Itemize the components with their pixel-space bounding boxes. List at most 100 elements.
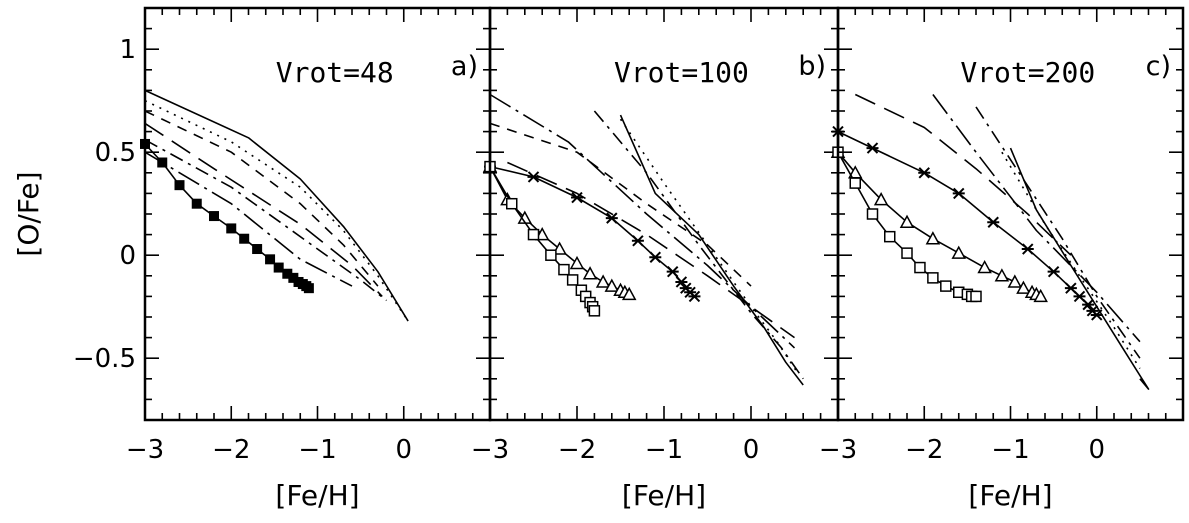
data-point-3-7-3 [873, 192, 889, 206]
x-tick-label-1-2: −2 [212, 435, 250, 465]
data-point-3-8-7 [927, 272, 939, 284]
x-tick-label-2-1: −3 [471, 435, 509, 465]
panel-label-2: b) [798, 51, 826, 82]
data-point-2-7-4 [605, 212, 618, 224]
data-point-2-7-6 [649, 251, 662, 263]
series-line-1-4 [144, 122, 383, 297]
data-point-2-9-2 [506, 197, 518, 210]
x-axis-label-1: [Fe/H] [275, 479, 359, 512]
x-tick-label-1-4: 0 [395, 435, 412, 465]
series-line-2-6 [507, 161, 795, 339]
data-point-3-6-9 [1073, 290, 1086, 303]
data-point-3-8-12 [970, 290, 982, 303]
data-point-1-7-4 [191, 198, 202, 209]
y-tick-label-1: −0.5 [73, 344, 136, 374]
data-point-3-6-3 [918, 167, 931, 179]
data-point-3-6-7 [1047, 265, 1060, 278]
series-line-2-4 [489, 93, 796, 349]
data-point-2-9-11 [588, 305, 601, 317]
data-point-3-6-8 [1064, 282, 1077, 294]
data-point-3-8-6 [914, 261, 926, 274]
series-line-2-5 [489, 122, 752, 287]
x-tick-label-3-3: −1 [991, 435, 1029, 465]
x-tick-label-3-2: −2 [905, 435, 943, 465]
data-point-3-6-6 [1021, 243, 1034, 255]
data-point-1-7-9 [265, 254, 276, 265]
panel-title-1: Vrot=48 [276, 56, 394, 89]
data-point-1-7-16 [303, 283, 314, 294]
data-point-3-6-10 [1082, 298, 1095, 311]
data-point-1-7-11 [282, 268, 293, 279]
data-point-2-7-11 [688, 290, 701, 303]
data-point-2-9-6 [566, 274, 579, 286]
series-line-3-7 [837, 151, 1042, 298]
data-point-1-7-5 [209, 211, 219, 222]
data-point-2-8-12 [621, 286, 637, 301]
series-line-3-2 [1001, 151, 1141, 369]
series-line-1-6 [144, 151, 353, 287]
data-point-1-7-6 [226, 223, 237, 234]
data-point-3-8-4 [884, 230, 896, 243]
panel-label-3: c) [1146, 51, 1171, 82]
data-point-1-7-2 [157, 157, 168, 168]
y-tick-label-2: 0 [119, 241, 136, 271]
data-point-1-7-12 [288, 272, 299, 283]
data-point-2-7-5 [631, 235, 644, 247]
series-line-1-2 [144, 99, 409, 322]
data-point-3-7-8 [994, 268, 1010, 282]
x-tick-label-2-2: −2 [558, 435, 596, 465]
series-line-3-1 [1009, 147, 1150, 390]
data-point-3-7-9 [1007, 274, 1023, 288]
x-tick-label-2-4: 0 [743, 435, 760, 465]
data-point-2-8-6 [569, 255, 585, 270]
series-line-2-1 [619, 114, 804, 386]
data-point-3-7-10 [1016, 280, 1031, 294]
data-point-2-9-5 [558, 263, 570, 276]
series-line-1-3 [144, 110, 379, 287]
data-point-1-7-3 [174, 180, 185, 191]
series-line-3-4 [932, 94, 1141, 343]
data-point-3-7-4 [899, 214, 915, 228]
series-line-2-3 [593, 110, 804, 380]
data-point-2-8-8 [595, 274, 611, 288]
panel-label-1: a) [451, 51, 478, 82]
data-point-2-7-8 [675, 276, 688, 288]
data-point-3-8-3 [866, 208, 879, 220]
data-point-2-7-2 [527, 171, 540, 183]
data-point-3-6-12 [1090, 309, 1103, 321]
series-line-1-1 [144, 89, 409, 322]
series-line-3-3 [975, 106, 1141, 359]
data-point-1-7-7 [239, 233, 250, 244]
x-tick-label-1-3: −1 [298, 435, 336, 465]
data-point-3-8-2 [849, 177, 861, 189]
data-point-3-6-4 [952, 187, 965, 200]
data-point-1-7-10 [273, 262, 284, 273]
data-point-3-6-5 [987, 216, 1000, 228]
series-line-1-5 [144, 139, 387, 302]
data-point-3-7-6 [951, 245, 967, 259]
x-axis-label-2: [Fe/H] [622, 479, 706, 512]
series-line-3-6 [837, 130, 1098, 316]
data-point-2-7-3 [571, 191, 583, 204]
data-point-2-8-7 [582, 266, 598, 280]
data-point-3-7-13 [1033, 288, 1048, 303]
data-point-3-6-2 [866, 142, 879, 154]
y-tick-label-4: 1 [119, 35, 136, 65]
x-axis-label-3: [Fe/H] [968, 479, 1052, 512]
x-tick-label-3-4: 0 [1088, 435, 1105, 465]
panel-title-2: Vrot=100 [614, 56, 749, 89]
data-point-3-7-5 [925, 231, 941, 245]
panel-title-3: Vrot=200 [960, 56, 1095, 89]
series-line-3-5 [854, 93, 1072, 256]
data-point-2-7-7 [666, 265, 679, 278]
data-point-1-7-8 [252, 244, 263, 255]
data-point-3-7-7 [977, 259, 992, 274]
data-point-2-9-4 [545, 249, 557, 261]
y-tick-label-3: 0.5 [95, 138, 136, 168]
x-tick-label-1-1: −3 [126, 435, 164, 465]
y-axis-label: [O/Fe] [12, 171, 45, 256]
x-tick-label-3-1: −3 [819, 435, 857, 465]
data-point-3-8-8 [940, 280, 952, 292]
